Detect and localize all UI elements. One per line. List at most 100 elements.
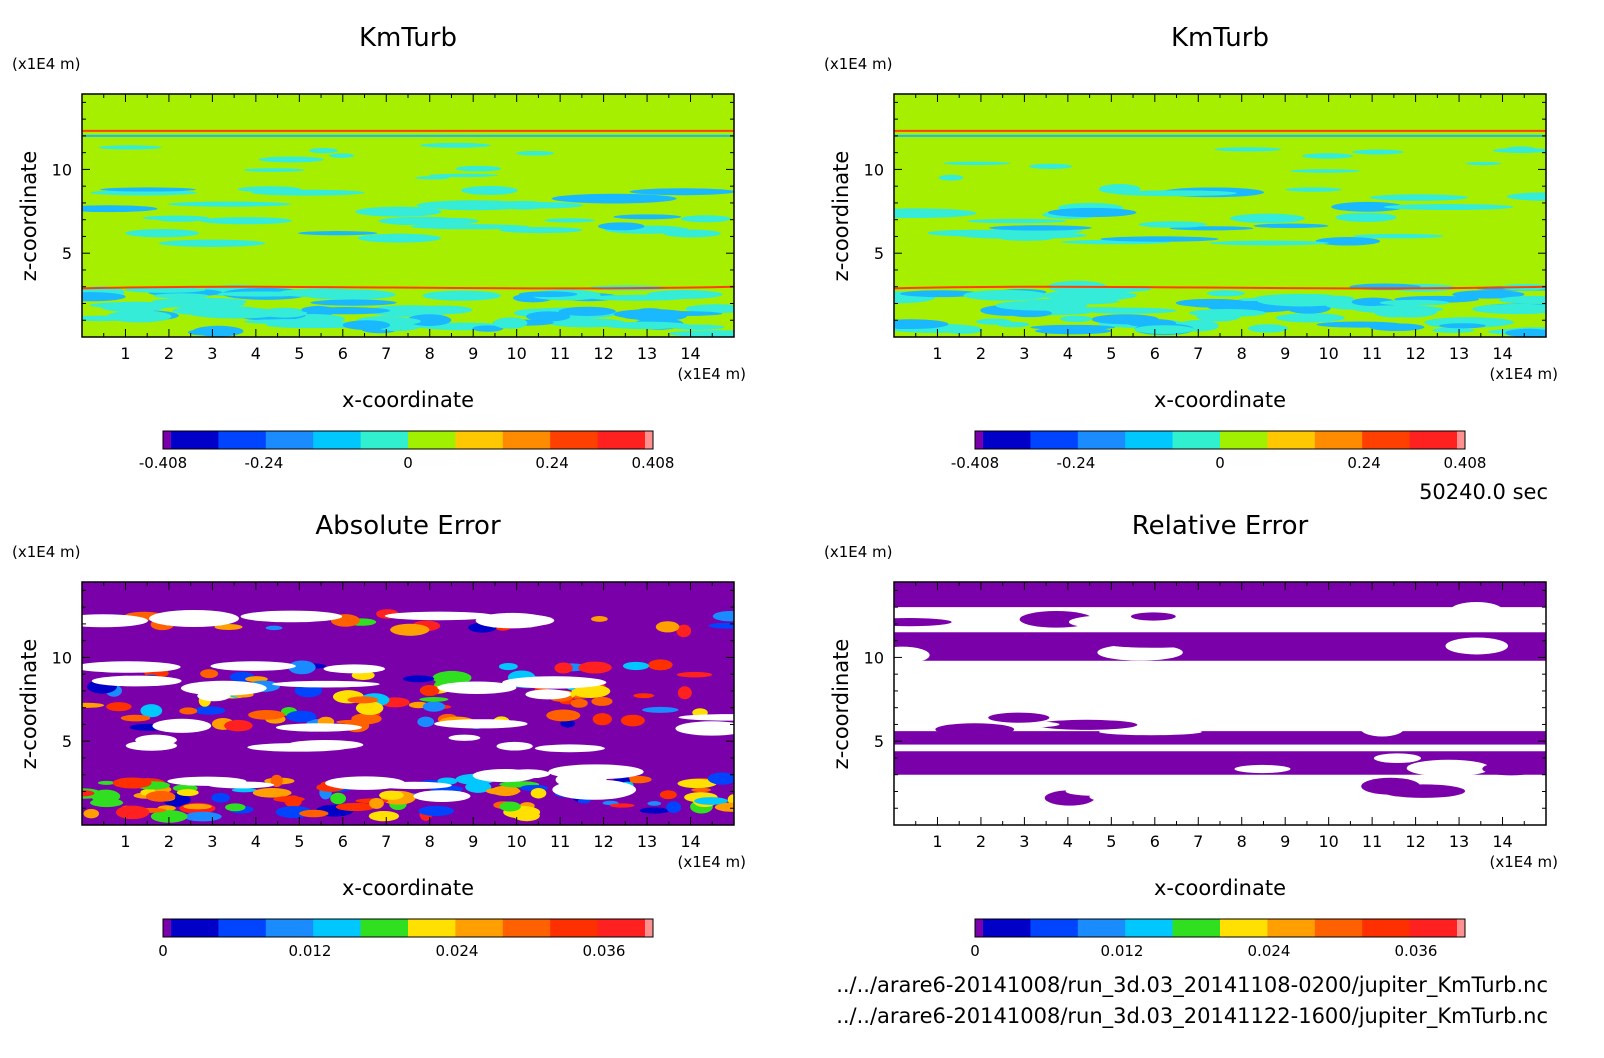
x-tick-label: 9 bbox=[1280, 832, 1290, 851]
field-patch bbox=[988, 712, 1050, 723]
field-patch bbox=[415, 176, 450, 180]
x-tick-label: 14 bbox=[680, 344, 700, 363]
x-tick-label: 11 bbox=[550, 832, 570, 851]
colorbar-segment bbox=[1267, 919, 1316, 937]
field-patch bbox=[98, 145, 162, 150]
x-tick-label: 9 bbox=[1280, 344, 1290, 363]
x-axis-label: x-coordinate bbox=[342, 388, 474, 412]
field-patch bbox=[82, 315, 134, 322]
x-tick-label: 3 bbox=[1019, 344, 1029, 363]
field-patch bbox=[416, 200, 533, 211]
x-tick-label: 10 bbox=[1318, 344, 1338, 363]
field-patch bbox=[91, 789, 121, 804]
field-patch bbox=[167, 201, 292, 207]
field-patch bbox=[310, 299, 397, 306]
field-patch bbox=[258, 156, 324, 163]
field-patch bbox=[1379, 299, 1450, 306]
field-patch bbox=[149, 610, 239, 628]
colorbar-label: 0.036 bbox=[1395, 942, 1438, 960]
field-patch bbox=[518, 291, 578, 298]
field-patch bbox=[355, 206, 442, 217]
field-patch bbox=[368, 810, 400, 822]
y-unit-label: (x1E4 m) bbox=[12, 55, 81, 73]
field-patch bbox=[1335, 212, 1397, 223]
field-patch bbox=[152, 718, 212, 733]
colorbar-segment bbox=[1457, 431, 1465, 449]
field-patch bbox=[299, 809, 329, 818]
x-tick-label: 9 bbox=[468, 344, 478, 363]
field-patch bbox=[1315, 237, 1381, 246]
field-patch bbox=[1214, 147, 1282, 152]
field-patch bbox=[245, 676, 268, 683]
field-patch bbox=[677, 778, 717, 789]
field-patch bbox=[1309, 295, 1355, 301]
colorbar-segment bbox=[1220, 919, 1268, 937]
field-patch bbox=[999, 235, 1054, 241]
field-patch bbox=[558, 306, 616, 316]
colorbar-segment bbox=[1172, 431, 1221, 449]
field-patch bbox=[1472, 303, 1546, 315]
field-patch bbox=[420, 142, 491, 148]
colorbar-label: 0 bbox=[1215, 454, 1225, 472]
field-patch bbox=[1352, 233, 1444, 239]
colorbar-frame bbox=[974, 918, 1466, 938]
colorbar-segment bbox=[360, 919, 409, 937]
field-patch bbox=[417, 716, 435, 728]
field-patch bbox=[590, 294, 688, 301]
chart-panel-1: KmTurb (x1E4 m) (x1E4 m) x-coordinate z-coor… bbox=[12, 23, 746, 472]
field-patch bbox=[712, 610, 734, 622]
field-patch bbox=[432, 670, 472, 685]
field-patch bbox=[1439, 323, 1486, 329]
field-patch bbox=[1060, 315, 1093, 323]
colorbar-segment bbox=[1220, 431, 1268, 449]
x-tick-label: 3 bbox=[1019, 832, 1029, 851]
colorbar: 0 0.012 0.024 0.036 bbox=[970, 918, 1466, 960]
colorbar-segment bbox=[1125, 431, 1174, 449]
x-tick-label: 13 bbox=[1449, 344, 1469, 363]
colorbar-label: 0.012 bbox=[1101, 942, 1144, 960]
field-patch bbox=[591, 616, 608, 622]
x-axis-label: x-coordinate bbox=[342, 876, 474, 900]
field-patch bbox=[437, 777, 458, 785]
colorbar-segment bbox=[1077, 919, 1126, 937]
x-tick-label: 5 bbox=[1106, 832, 1116, 851]
field-patch bbox=[967, 218, 1067, 224]
field-patch bbox=[418, 805, 454, 817]
x-tick-label: 4 bbox=[1063, 832, 1073, 851]
colorbar-segment bbox=[218, 431, 267, 449]
x-tick-label: 8 bbox=[1237, 344, 1247, 363]
field-patch bbox=[1432, 327, 1475, 333]
field-patch bbox=[145, 791, 176, 802]
field-patch bbox=[1091, 314, 1159, 325]
field-patch bbox=[1209, 240, 1329, 246]
colorbar-segment bbox=[975, 919, 983, 937]
field-patch bbox=[180, 680, 267, 696]
field-patch bbox=[100, 187, 196, 192]
colorbar-segment bbox=[1362, 919, 1411, 937]
field-patch bbox=[639, 807, 670, 814]
field-patch bbox=[530, 787, 547, 799]
field-patch bbox=[335, 802, 376, 812]
field-patch bbox=[1134, 325, 1195, 334]
field-patch bbox=[301, 307, 391, 315]
field-patch bbox=[247, 742, 350, 752]
field-patch bbox=[613, 309, 689, 320]
field-patch bbox=[1035, 719, 1138, 730]
x-tick-label: 12 bbox=[1405, 344, 1425, 363]
field-patch bbox=[419, 697, 449, 702]
time-stamp: 50240.0 sec bbox=[1419, 480, 1548, 504]
field-patch bbox=[1360, 720, 1405, 737]
field-patch bbox=[248, 710, 286, 720]
chart-title: KmTurb bbox=[359, 23, 457, 53]
field-patch bbox=[437, 681, 517, 694]
field-patch bbox=[120, 714, 151, 722]
colorbar-segment bbox=[645, 431, 653, 449]
field-patch bbox=[676, 624, 692, 638]
field-patch bbox=[1203, 612, 1255, 626]
field-patch bbox=[642, 706, 679, 713]
field-patch bbox=[516, 150, 555, 156]
field-patch bbox=[551, 193, 677, 204]
y-unit-label: (x1E4 m) bbox=[824, 55, 893, 73]
field-patch bbox=[571, 684, 611, 698]
field-patch bbox=[997, 321, 1030, 328]
